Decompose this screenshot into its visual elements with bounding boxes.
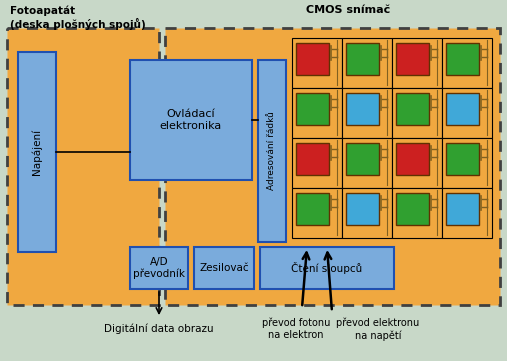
Text: převod fotonu
na elektron: převod fotonu na elektron [262,318,330,340]
Bar [165,28,500,305]
Bar [292,188,342,238]
Bar [446,143,479,175]
Bar [346,193,379,225]
Text: Ovládací
elektronika: Ovládací elektronika [160,109,222,131]
Bar [392,88,442,138]
Bar [296,143,329,175]
Text: Adresování řádků: Adresování řádků [268,112,276,191]
Bar [292,138,342,188]
Bar [396,193,429,225]
Bar [292,88,342,138]
Bar [442,138,492,188]
Bar [346,143,379,175]
Text: Čtení sloupců: Čtení sloupců [292,262,363,274]
Bar [296,193,329,225]
Bar [194,247,254,289]
Bar [342,88,392,138]
Text: CMOS snímač: CMOS snímač [306,5,390,15]
Bar [258,60,286,242]
Bar [442,88,492,138]
Bar [396,93,429,125]
Text: Digitální data obrazu: Digitální data obrazu [104,323,214,334]
Text: Fotoapatát
(deska plošných spojů): Fotoapatát (deska plošných spojů) [10,5,146,30]
Bar [392,188,442,238]
Bar [292,38,342,88]
Bar [130,247,188,289]
Bar [260,247,394,289]
Text: Zesilovač: Zesilovač [199,263,249,273]
Bar [7,28,159,305]
Bar [130,60,252,180]
Bar [396,143,429,175]
Bar [296,93,329,125]
Text: převod elektronu
na napětí: převod elektronu na napětí [336,318,420,341]
Bar [18,52,56,252]
Text: A/D
převodník: A/D převodník [133,257,185,279]
Bar [346,43,379,75]
Bar [396,43,429,75]
Bar [442,38,492,88]
Bar [446,193,479,225]
Bar [342,138,392,188]
Bar [392,138,442,188]
Bar [296,43,329,75]
Bar [346,93,379,125]
Bar [442,188,492,238]
Bar [392,38,442,88]
Bar [342,38,392,88]
Bar [342,188,392,238]
Bar [446,93,479,125]
Bar [446,43,479,75]
Text: Napájení: Napájení [32,129,42,175]
